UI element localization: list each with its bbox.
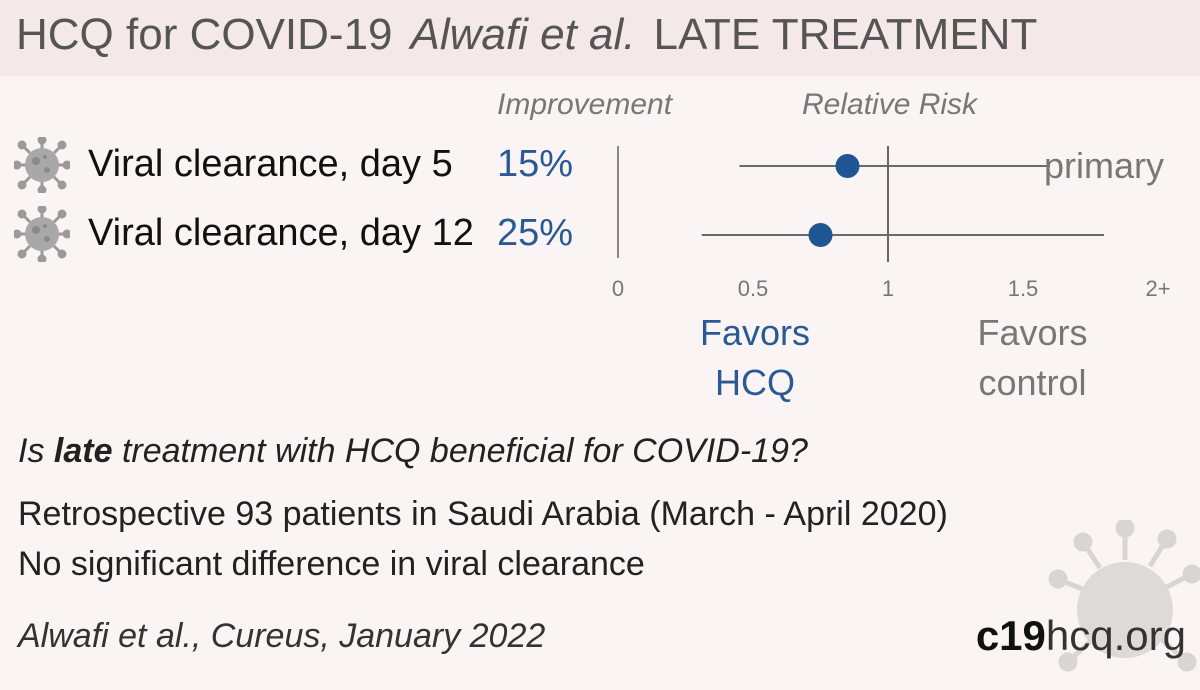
tick-label: 0: [612, 276, 624, 301]
question-bold: late: [53, 432, 113, 470]
title-stage: LATE TREATMENT: [653, 10, 1038, 59]
question-suffix: treatment with HCQ beneficial for COVID-…: [112, 432, 808, 470]
summary-question: Is late treatment with HCQ beneficial fo…: [18, 432, 808, 471]
summary-result-line: No significant difference in viral clear…: [18, 545, 645, 583]
question-prefix: Is: [18, 432, 54, 470]
outcome-label-day5: Viral clearance, day 5: [88, 143, 453, 185]
virus-icon: [14, 137, 70, 193]
primary-annotation: primary: [1044, 145, 1164, 186]
tick-label: 1: [882, 276, 894, 301]
background-virus-icon: [1048, 520, 1200, 672]
improvement-value-day5: 15%: [497, 143, 574, 185]
improvement-header: Improvement: [497, 88, 673, 121]
rr-point: [808, 223, 833, 247]
brand-part1: c19: [975, 612, 1046, 659]
title-main: HCQ for COVID-19: [16, 10, 393, 59]
tick-label: 2+: [1145, 276, 1170, 301]
rr-point: [835, 154, 860, 178]
brand-part2: hcq.org: [1045, 612, 1186, 659]
favors-hcq-label: Favors HCQ: [699, 312, 811, 403]
summary-study-line: Retrospective 93 patients in Saudi Arabi…: [18, 495, 948, 533]
improvement-value-day12: 25%: [497, 212, 574, 254]
brand-logo[interactable]: c19hcq.org: [976, 612, 1186, 660]
page-title: HCQ for COVID-19 Alwafi et al. LATE TREATM…: [16, 10, 1037, 60]
title-author: Alwafi et al.: [410, 10, 636, 59]
relative-risk-header: Relative Risk: [802, 88, 978, 121]
tick-label: 1.5: [1008, 276, 1039, 301]
header-bar: [0, 0, 1200, 76]
virus-icon: [14, 206, 70, 262]
favors-control-label: Favors control: [977, 312, 1088, 403]
outcome-label-day12: Viral clearance, day 12: [88, 212, 474, 254]
citation: Alwafi et al., Cureus, January 2022: [18, 617, 546, 655]
tick-label: 0.5: [738, 276, 769, 301]
